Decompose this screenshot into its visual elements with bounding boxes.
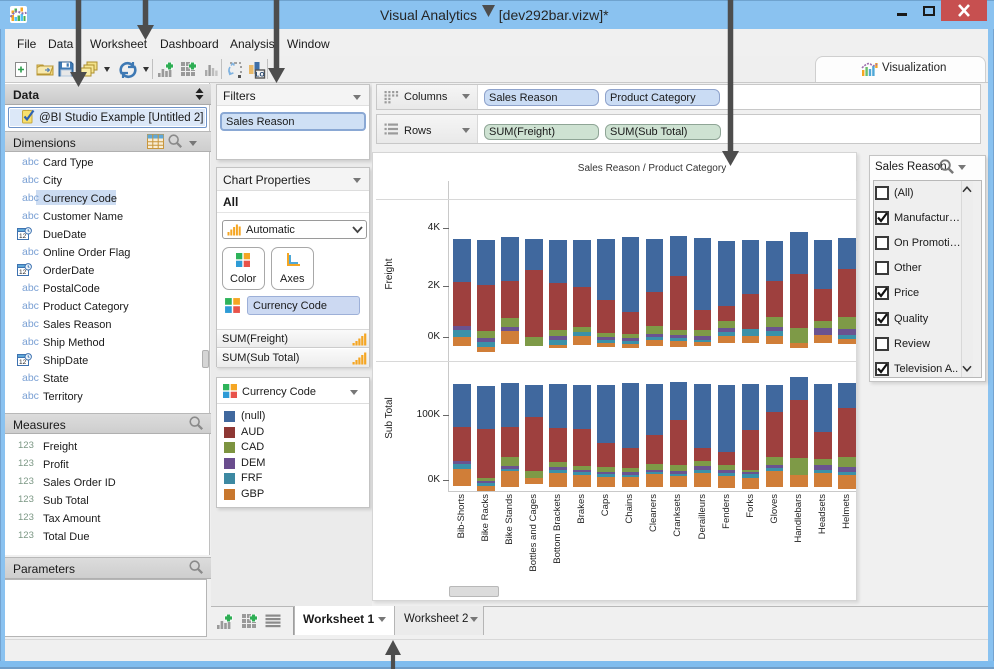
svg-text:12: 12 [19,359,27,366]
svg-text:12: 12 [19,269,27,276]
svg-text:12: 12 [19,233,27,240]
svg-text:LO: LO [255,71,264,78]
